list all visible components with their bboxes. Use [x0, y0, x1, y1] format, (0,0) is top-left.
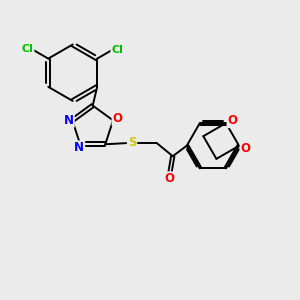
- Text: O: O: [241, 142, 250, 154]
- Text: Cl: Cl: [111, 45, 123, 56]
- Text: O: O: [227, 114, 238, 127]
- Text: Cl: Cl: [22, 44, 34, 54]
- Text: N: N: [64, 114, 74, 127]
- Text: S: S: [128, 136, 136, 149]
- Text: N: N: [74, 141, 84, 154]
- Text: O: O: [112, 112, 122, 125]
- Text: O: O: [165, 172, 175, 185]
